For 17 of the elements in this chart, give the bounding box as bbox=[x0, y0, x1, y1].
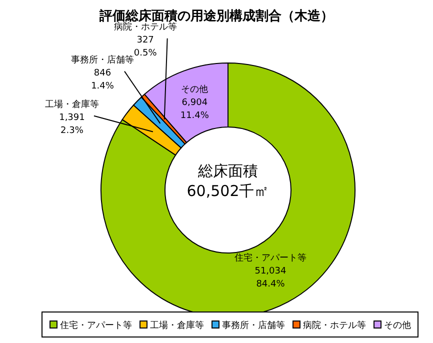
data-label: 846 1.4% bbox=[91, 68, 114, 92]
slice-label: 病院・ホテル等 bbox=[114, 21, 177, 32]
legend-label: 住宅・アパート等 bbox=[60, 320, 132, 331]
data-label: 51,034 84.4% bbox=[254, 266, 286, 290]
slice-label: 事務所・店舗等 bbox=[71, 54, 134, 66]
legend-label: その他 bbox=[384, 320, 411, 331]
text: 60,502千㎡ bbox=[186, 182, 270, 200]
data-label: 1,391 2.3% bbox=[59, 112, 85, 136]
slice-label: 工場・倉庫等 bbox=[44, 98, 99, 110]
legend-label: 事務所・店舗等 bbox=[222, 320, 285, 331]
legend-label: 工場・倉庫等 bbox=[150, 320, 204, 331]
legend-label: 病院・ホテル等 bbox=[303, 320, 366, 331]
slice-label: 住宅・アパート等 bbox=[234, 252, 306, 264]
data-label: 6,904 11.4% bbox=[180, 98, 210, 122]
slice-label: その他 bbox=[181, 84, 208, 96]
data-label: 327 0.5% bbox=[134, 35, 158, 58]
text: 総床面積 bbox=[197, 162, 258, 180]
